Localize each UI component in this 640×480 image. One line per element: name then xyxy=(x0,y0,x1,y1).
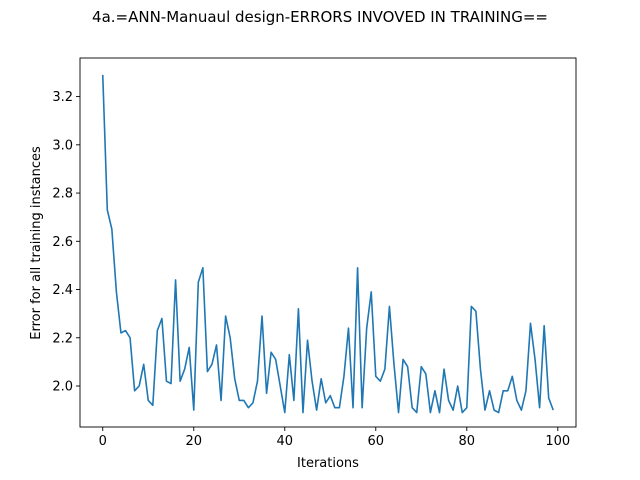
y-tick-label: 2.6 xyxy=(52,235,73,250)
x-tick-label: 60 xyxy=(368,434,385,449)
y-tick-label: 3.0 xyxy=(52,138,73,153)
x-tick-label: 0 xyxy=(99,434,107,449)
plot-frame xyxy=(79,57,577,428)
chart-title: 4a.=ANN-Manuaul design-ERRORS INVOVED IN… xyxy=(92,8,548,26)
y-tick-label: 2.8 xyxy=(52,187,73,202)
plot-area xyxy=(79,57,577,428)
x-tick-label: 100 xyxy=(545,434,570,449)
x-axis-label: Iterations xyxy=(297,456,359,471)
y-axis-label: Error for all training instances xyxy=(29,146,44,340)
y-axis: 2.0 2.2 2.4 2.6 2.8 3.0 3.2 xyxy=(52,90,80,395)
y-tick-label: 2.2 xyxy=(52,331,73,346)
x-tick-label: 80 xyxy=(459,434,476,449)
series-line-0 xyxy=(101,74,554,414)
x-tick-label: 20 xyxy=(185,434,202,449)
y-tick-label: 2.4 xyxy=(52,283,73,298)
y-tick-label: 2.0 xyxy=(52,380,73,395)
x-axis: 0 20 40 60 80 100 xyxy=(99,427,570,449)
x-tick-label: 40 xyxy=(276,434,293,449)
y-tick-label: 3.2 xyxy=(52,90,73,105)
